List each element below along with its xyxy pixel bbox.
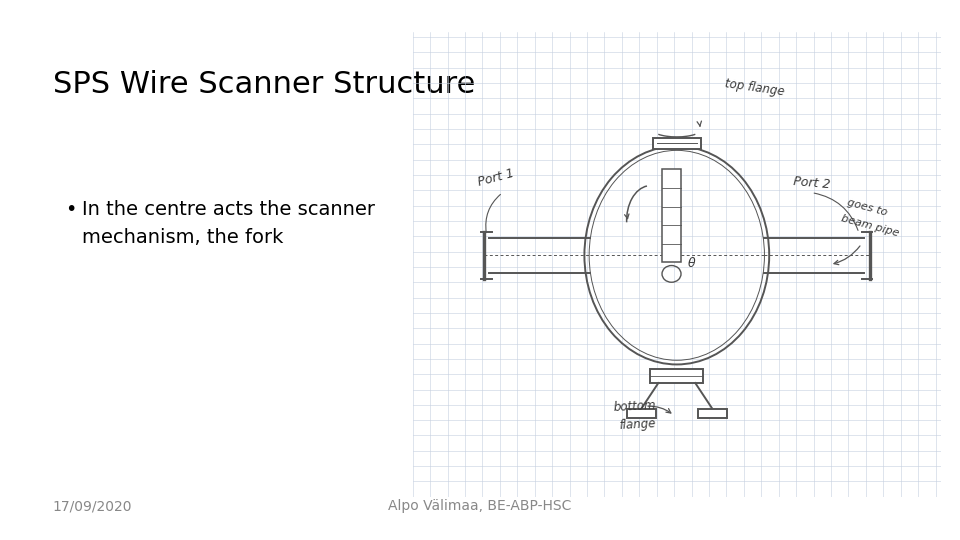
Text: In the centre acts the scanner
mechanism, the fork: In the centre acts the scanner mechanism… — [82, 200, 374, 247]
Text: 17/09/2020: 17/09/2020 — [53, 499, 132, 513]
Text: SPS Wire Scanner Structure: SPS Wire Scanner Structure — [53, 70, 475, 99]
Text: •: • — [65, 200, 77, 219]
Text: flange: flange — [619, 417, 657, 433]
Text: top flange: top flange — [725, 77, 785, 98]
Text: beam pipe: beam pipe — [841, 214, 900, 239]
Bar — [651, 369, 703, 383]
Text: goes to: goes to — [846, 198, 888, 218]
Bar — [627, 409, 656, 418]
Text: Port 1: Port 1 — [476, 166, 516, 188]
Bar — [653, 138, 701, 149]
Text: bottom: bottom — [613, 399, 657, 414]
Text: Port 2: Port 2 — [793, 175, 831, 191]
Bar — [662, 170, 681, 262]
Text: θ: θ — [687, 257, 695, 270]
Bar — [698, 409, 727, 418]
Text: Alpo Välimaa, BE-ABP-HSC: Alpo Välimaa, BE-ABP-HSC — [388, 499, 572, 513]
